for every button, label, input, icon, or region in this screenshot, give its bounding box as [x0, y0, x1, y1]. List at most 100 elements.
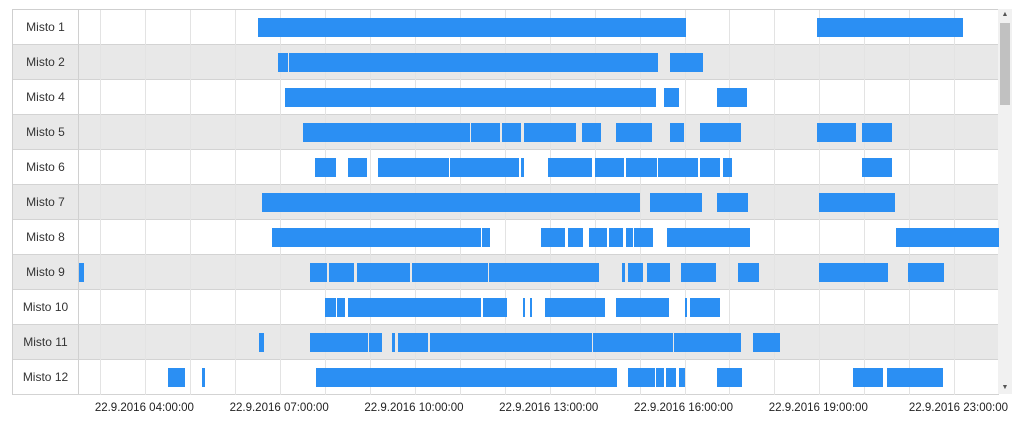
row-label: Misto 1 — [13, 10, 79, 44]
timeline-bar[interactable] — [717, 88, 748, 107]
scroll-down-arrow-icon[interactable]: ▼ — [1001, 384, 1009, 391]
timeline-bar[interactable] — [522, 298, 525, 317]
timeline-bar[interactable] — [626, 228, 633, 247]
timeline-bar[interactable] — [481, 228, 490, 247]
timeline-bar[interactable] — [595, 158, 624, 177]
row-label: Misto 6 — [13, 150, 79, 184]
timeline-bar[interactable] — [337, 298, 345, 317]
timeline-bar[interactable] — [819, 263, 889, 282]
timeline-bar[interactable] — [325, 298, 336, 317]
timeline-bar[interactable] — [738, 123, 742, 142]
timeline-bar[interactable] — [377, 158, 449, 177]
timeline-bar[interactable] — [670, 123, 684, 142]
timeline-bar[interactable] — [545, 298, 606, 317]
timeline-bar[interactable] — [548, 158, 593, 177]
timeline-bar[interactable] — [581, 123, 601, 142]
timeline-bar[interactable] — [861, 158, 892, 177]
vertical-scrollbar[interactable]: ▲ ▼ — [998, 9, 1012, 394]
time-axis-tick-label: 22.9.2016 07:00:00 — [229, 402, 329, 414]
timeline-bar[interactable] — [738, 263, 760, 282]
timeline-bar[interactable] — [628, 263, 644, 282]
timeline-bar[interactable] — [886, 368, 943, 387]
timeline-bar[interactable] — [626, 158, 657, 177]
timeline-bar[interactable] — [628, 368, 655, 387]
timeline-bar[interactable] — [907, 263, 944, 282]
timeline-bar[interactable] — [437, 298, 481, 317]
timeline-bar[interactable] — [593, 333, 674, 352]
timeline-bar[interactable] — [541, 228, 565, 247]
timeline-bar[interactable] — [616, 298, 669, 317]
timeline-bar[interactable] — [895, 228, 999, 247]
timeline-bar[interactable] — [310, 333, 368, 352]
timeline-bar[interactable] — [523, 123, 576, 142]
timeline-bar[interactable] — [310, 263, 328, 282]
timeline-bar[interactable] — [861, 123, 892, 142]
timeline-bar[interactable] — [347, 298, 437, 317]
timeline-bar[interactable] — [753, 333, 780, 352]
timeline-bar[interactable] — [520, 158, 524, 177]
timeline-bar[interactable] — [79, 263, 84, 282]
timeline-bar[interactable] — [450, 158, 520, 177]
timeline-bar[interactable] — [680, 263, 716, 282]
timeline-bar[interactable] — [284, 88, 657, 107]
timeline-bar[interactable] — [429, 333, 592, 352]
time-axis-tick-label: 22.9.2016 10:00:00 — [364, 402, 464, 414]
timeline-bar[interactable] — [656, 368, 664, 387]
row-label: Misto 12 — [13, 360, 79, 394]
timeline-bar[interactable] — [674, 333, 742, 352]
timeline-bar[interactable] — [489, 263, 600, 282]
timeline-bar[interactable] — [411, 263, 488, 282]
timeline-bar[interactable] — [262, 193, 640, 212]
timeline-bar[interactable] — [259, 333, 264, 352]
timeline-bar[interactable] — [608, 228, 624, 247]
timeline-bar[interactable] — [817, 18, 964, 37]
timeline-bar[interactable] — [663, 88, 679, 107]
timeline-bar[interactable] — [201, 368, 206, 387]
timeline-bar[interactable] — [700, 123, 738, 142]
timeline-bar[interactable] — [817, 123, 856, 142]
timeline-bar[interactable] — [316, 368, 618, 387]
timeline-bar[interactable] — [501, 123, 522, 142]
scroll-up-arrow-icon[interactable]: ▲ — [1001, 11, 1009, 18]
row-label: Misto 5 — [13, 115, 79, 149]
timeline-bar[interactable] — [315, 158, 337, 177]
timeline-bar[interactable] — [568, 228, 584, 247]
timeline-bar[interactable] — [650, 193, 703, 212]
timeline-bar[interactable] — [398, 333, 428, 352]
timeline-bar[interactable] — [717, 368, 743, 387]
timeline-bar[interactable] — [588, 228, 607, 247]
timeline-bar[interactable] — [852, 368, 883, 387]
timeline-bar[interactable] — [667, 228, 750, 247]
timeline-bar[interactable] — [392, 333, 396, 352]
timeline-bar[interactable] — [658, 158, 698, 177]
timeline-bar[interactable] — [277, 53, 289, 72]
timeline-bar[interactable] — [818, 193, 895, 212]
timeline-bar[interactable] — [684, 298, 688, 317]
timeline-bar[interactable] — [302, 123, 470, 142]
timeline-bar[interactable] — [483, 298, 508, 317]
timeline-bar[interactable] — [621, 263, 625, 282]
timeline-bar[interactable] — [471, 123, 500, 142]
timeline-bar[interactable] — [634, 228, 654, 247]
timeline-bar[interactable] — [700, 158, 721, 177]
timeline-bar[interactable] — [328, 263, 355, 282]
timeline-bar[interactable] — [347, 158, 367, 177]
timeline-bar[interactable] — [271, 228, 481, 247]
timeline-bar[interactable] — [669, 53, 704, 72]
timeline-bar[interactable] — [257, 18, 686, 37]
timeline-bar[interactable] — [616, 123, 653, 142]
timeline-rows: Misto 1 Misto 2 Misto 4 Misto 5 Misto 6 Misto… — [12, 9, 999, 395]
timeline-bar[interactable] — [369, 333, 382, 352]
timeline-bar[interactable] — [665, 368, 677, 387]
scrollbar-thumb[interactable] — [1000, 23, 1010, 105]
timeline-bar[interactable] — [689, 298, 721, 317]
timeline-bar[interactable] — [289, 53, 659, 72]
timeline-bar[interactable] — [356, 263, 411, 282]
timeline-bar[interactable] — [717, 193, 749, 212]
timeline-bar[interactable] — [678, 368, 686, 387]
timeline-bar[interactable] — [167, 368, 186, 387]
timeline-row: Misto 7 — [13, 185, 999, 220]
timeline-bar[interactable] — [647, 263, 671, 282]
timeline-bar[interactable] — [529, 298, 532, 317]
timeline-bar[interactable] — [722, 158, 732, 177]
